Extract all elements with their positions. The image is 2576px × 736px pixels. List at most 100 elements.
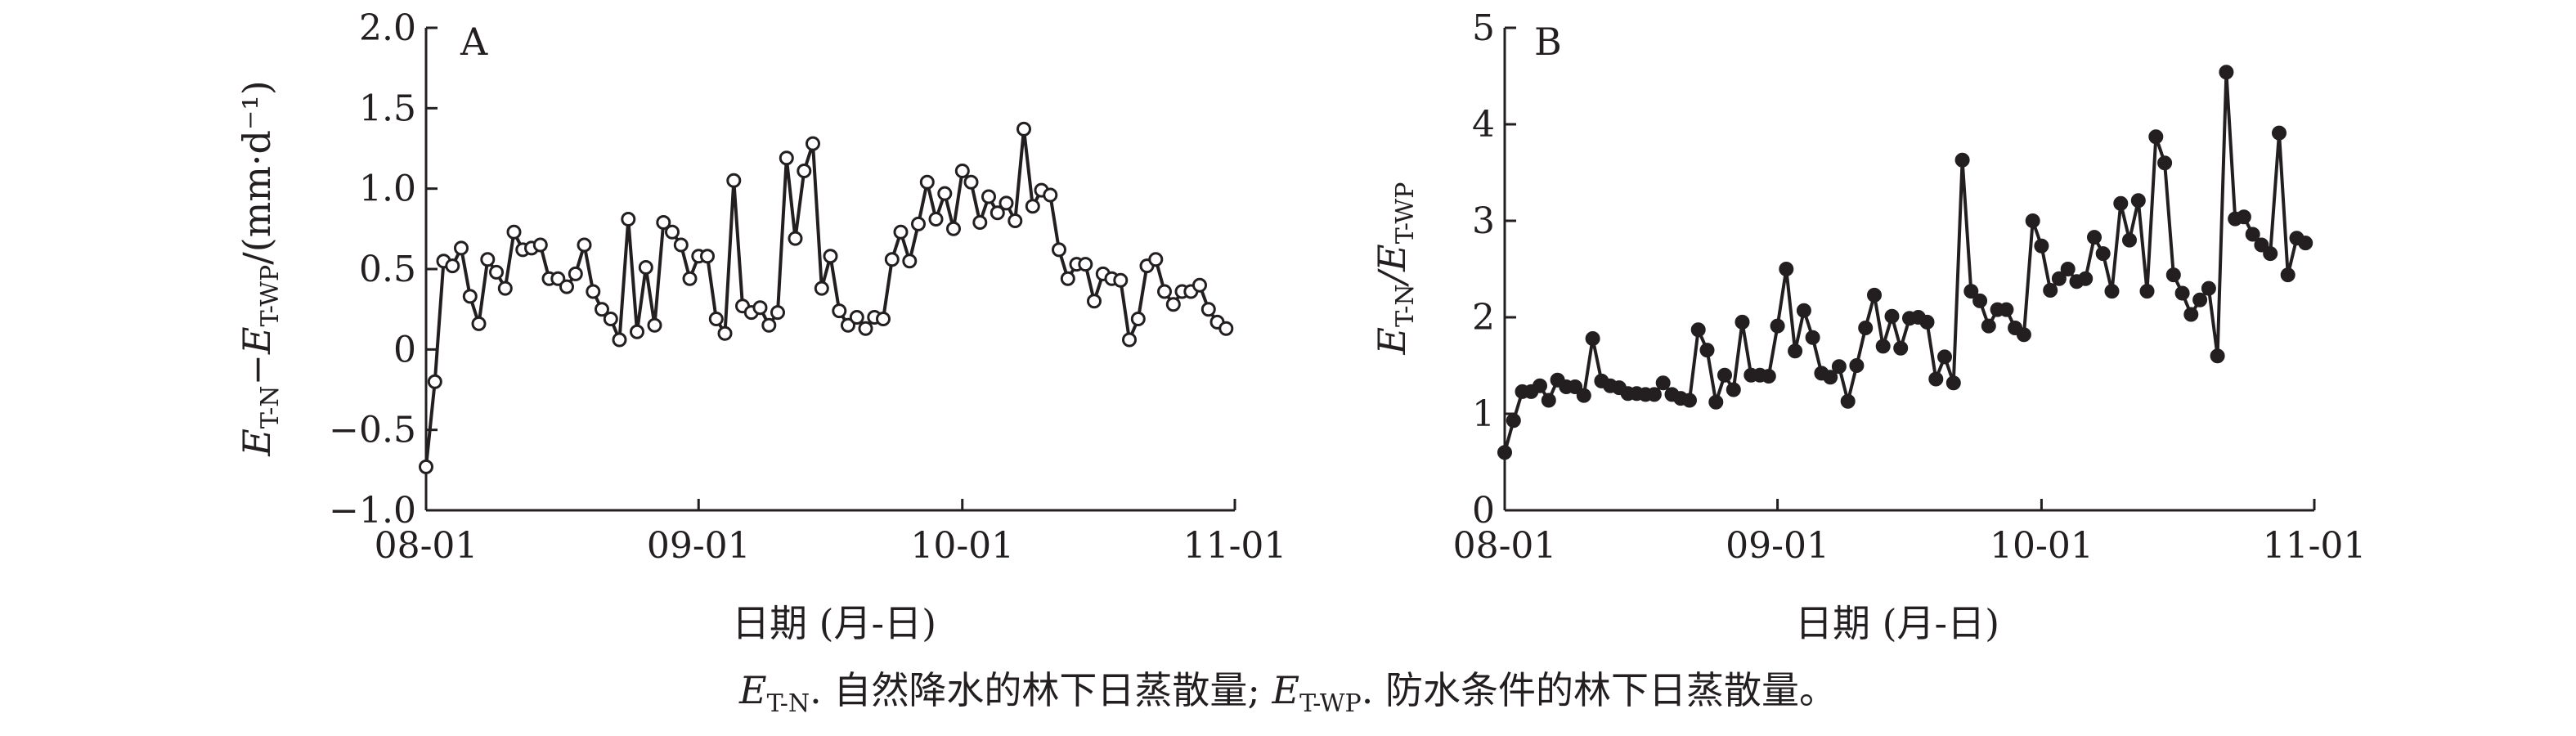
data-point (1831, 359, 1847, 375)
data-point (1796, 303, 1811, 318)
y-tick-label: 0 (393, 329, 416, 370)
data-point (2122, 232, 2137, 248)
data-point (1963, 284, 1979, 299)
data-point (963, 174, 979, 190)
data-point (1157, 284, 1172, 299)
data-point (2095, 246, 2111, 262)
y-tick-label: 2 (1472, 297, 1495, 339)
data-point (1541, 393, 1556, 408)
x-tick-label: 08-01 (1453, 525, 1557, 567)
x-tick-label: 11-01 (1183, 525, 1287, 567)
data-point (700, 249, 715, 264)
data-point (1192, 277, 1207, 293)
data-point (928, 212, 944, 227)
data-point (1533, 378, 1547, 393)
data-point (1165, 297, 1181, 312)
data-point (1043, 187, 1058, 203)
data-point (2245, 227, 2260, 242)
data-point (841, 317, 855, 333)
data-point (2183, 307, 2199, 322)
y-tick-label: 5 (1472, 7, 1495, 49)
data-point (1735, 314, 1750, 330)
data-point (638, 260, 653, 275)
data-point (1893, 340, 1909, 356)
x-tick-label: 08-01 (375, 525, 478, 567)
x-tick-label: 09-01 (647, 525, 751, 567)
y-tick-label: 4 (1472, 104, 1495, 146)
data-point (656, 215, 671, 230)
data-point (532, 237, 548, 253)
data-point (2236, 209, 2251, 225)
data-point (1717, 367, 1732, 383)
data-point (1113, 272, 1129, 288)
data-point (445, 258, 460, 274)
data-point (823, 249, 838, 264)
data-point (1805, 330, 1820, 345)
data-point (911, 216, 926, 231)
data-point (665, 224, 680, 240)
data-point (1999, 302, 2014, 317)
y-tick-label: 0 (1472, 490, 1495, 532)
data-point (630, 324, 644, 339)
data-point (788, 231, 803, 246)
data-point (797, 164, 812, 178)
data-point (2087, 230, 2102, 245)
data-point (990, 205, 1005, 221)
data-point (752, 300, 768, 316)
data-point (1690, 322, 1706, 338)
data-point (1875, 339, 1891, 354)
data-point (454, 240, 469, 256)
data-point (999, 195, 1014, 211)
data-point (1972, 293, 1988, 308)
data-point (884, 252, 900, 267)
data-point (1218, 321, 1234, 336)
x-tick-label: 11-01 (2263, 525, 2367, 567)
panel-b-chart: B ET-N/ET-WP 日期 (月-日) 5 4 3 2 1 008-01 09-01 10… (1370, 7, 2366, 645)
x-tick-label: 10-01 (910, 525, 1014, 567)
data-point (1823, 370, 1838, 385)
panel-a-x-axis-title: 日期 (月-日) (732, 601, 936, 645)
data-point (1576, 388, 1591, 403)
data-point (814, 280, 829, 296)
data-point (858, 321, 873, 336)
data-point (2219, 65, 2234, 80)
data-point (682, 271, 698, 286)
data-point (1497, 445, 1512, 460)
data-point (595, 302, 609, 317)
data-point (1788, 343, 1803, 359)
data-point (2192, 292, 2208, 307)
data-point (603, 312, 618, 326)
panel-b-label: B (1534, 20, 1562, 64)
panel-b-x-axis-title: 日期 (月-日) (1795, 601, 1999, 645)
data-point (2034, 238, 2049, 254)
data-point (480, 252, 496, 267)
data-point (708, 312, 724, 326)
panel-a-chart: A ET-N−ET-WP/(mm·d⁻¹) 日期 (月-日) 2.0 1.5 1.0… (235, 7, 1286, 645)
data-point (2051, 271, 2067, 286)
data-point (559, 279, 574, 294)
data-point (2280, 267, 2296, 283)
data-point (2272, 125, 2287, 141)
data-point (2201, 280, 2216, 296)
data-point (849, 310, 864, 325)
x-tick-label: 09-01 (1726, 525, 1829, 567)
data-point (577, 237, 592, 253)
data-point (673, 237, 689, 253)
y-tick-label: −1.0 (329, 490, 416, 532)
data-point (832, 303, 847, 319)
data-point (1585, 331, 1600, 346)
data-point (586, 284, 601, 299)
data-point (2157, 155, 2173, 171)
data-point (1699, 343, 1715, 358)
panel-a-label: A (460, 20, 488, 64)
data-point (876, 312, 891, 326)
data-point (1025, 199, 1040, 214)
data-point (1726, 382, 1741, 397)
data-point (2174, 285, 2190, 301)
data-point (2016, 327, 2031, 343)
data-point (761, 317, 777, 333)
data-point (972, 215, 988, 230)
data-point (946, 221, 961, 236)
data-point (806, 136, 820, 151)
